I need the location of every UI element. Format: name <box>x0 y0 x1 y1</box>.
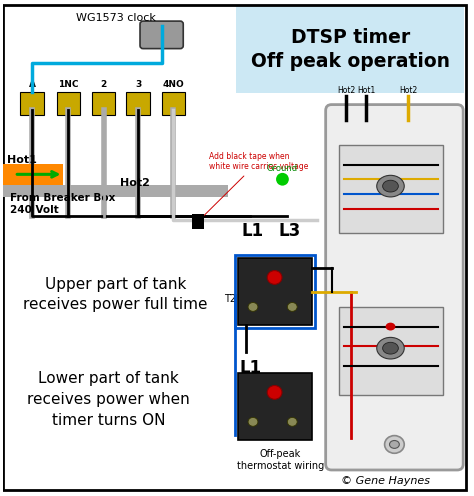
Ellipse shape <box>287 303 297 311</box>
Ellipse shape <box>377 337 404 359</box>
Text: From Breaker Box
240 Volt: From Breaker Box 240 Volt <box>10 193 116 215</box>
Text: 3: 3 <box>135 80 141 89</box>
Bar <box>339 145 443 233</box>
Text: L4: L4 <box>286 261 298 271</box>
FancyBboxPatch shape <box>140 21 183 49</box>
Text: L1: L1 <box>240 359 262 377</box>
FancyBboxPatch shape <box>20 92 44 116</box>
Text: T4: T4 <box>293 294 305 304</box>
Text: © Gene Haynes: © Gene Haynes <box>341 476 430 486</box>
Text: WG1573 clock: WG1573 clock <box>75 13 155 23</box>
Ellipse shape <box>276 173 289 186</box>
Ellipse shape <box>377 175 404 197</box>
Bar <box>238 372 312 439</box>
Text: Off-peak
thermostat wiring: Off-peak thermostat wiring <box>237 449 324 471</box>
Ellipse shape <box>383 180 398 192</box>
Text: L1: L1 <box>242 223 264 241</box>
FancyBboxPatch shape <box>56 92 80 116</box>
Bar <box>236 6 464 93</box>
Ellipse shape <box>385 323 395 330</box>
Text: Lower part of tank
receives power when
timer turns ON: Lower part of tank receives power when t… <box>27 371 190 428</box>
FancyBboxPatch shape <box>92 92 116 116</box>
Ellipse shape <box>383 342 398 354</box>
Text: Hot1: Hot1 <box>8 155 37 165</box>
Text: DTSP timer
Off peak operation: DTSP timer Off peak operation <box>251 28 450 71</box>
Ellipse shape <box>267 271 282 284</box>
FancyBboxPatch shape <box>162 92 185 116</box>
Ellipse shape <box>248 303 258 311</box>
Text: 2: 2 <box>100 80 107 89</box>
Text: Hot2: Hot2 <box>120 178 150 188</box>
Ellipse shape <box>267 385 282 399</box>
Text: 4NO: 4NO <box>163 80 184 89</box>
Bar <box>192 214 204 229</box>
Bar <box>235 255 315 327</box>
FancyBboxPatch shape <box>326 105 463 470</box>
Bar <box>2 164 64 185</box>
Ellipse shape <box>384 435 404 453</box>
Text: L3: L3 <box>278 223 301 241</box>
Ellipse shape <box>248 418 258 426</box>
Text: 1NC: 1NC <box>58 80 79 89</box>
Text: Ground: Ground <box>267 164 298 173</box>
Text: T2: T2 <box>224 294 237 304</box>
Ellipse shape <box>287 418 297 426</box>
Text: A: A <box>28 80 36 89</box>
Text: Hot2: Hot2 <box>337 86 356 95</box>
Bar <box>339 307 443 395</box>
Text: Add black tape when
white wire carries voltage: Add black tape when white wire carries v… <box>200 152 308 220</box>
Text: Hot2: Hot2 <box>399 86 417 95</box>
Text: Upper part of tank
receives power full time: Upper part of tank receives power full t… <box>23 277 208 311</box>
Bar <box>238 258 312 324</box>
FancyBboxPatch shape <box>126 92 150 116</box>
Text: Hot1: Hot1 <box>357 86 375 95</box>
Ellipse shape <box>390 440 399 448</box>
Bar <box>2 185 228 197</box>
